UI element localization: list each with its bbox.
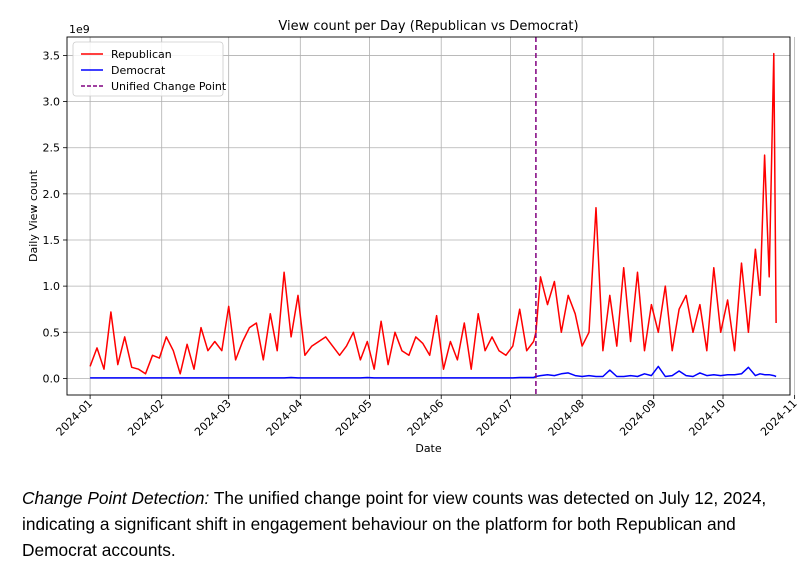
y-tick-label: 2.5 xyxy=(43,142,61,155)
legend-label: Republican xyxy=(111,48,172,61)
y-tick-label: 1.0 xyxy=(43,280,61,293)
y-tick-label: 1.5 xyxy=(43,234,61,247)
x-axis-label: Date xyxy=(415,442,442,455)
grid-lines xyxy=(67,37,796,395)
x-tick-label: 2024-05 xyxy=(333,397,375,439)
x-tick-label: 2024-04 xyxy=(264,397,306,439)
legend-box xyxy=(72,41,224,97)
plot-frame xyxy=(66,36,791,396)
series-line-republican xyxy=(89,52,777,375)
chart-title: View count per Day (Republican vs Democr… xyxy=(278,19,578,34)
x-tick-label: 2024-06 xyxy=(405,397,447,439)
x-tick-label: 2024-03 xyxy=(192,397,234,439)
x-tick-label: 2024-02 xyxy=(125,397,167,439)
caption-lead: Change Point Detection: xyxy=(22,488,210,508)
y-tick-label: 3.5 xyxy=(43,49,61,62)
y-tick-label: 3.0 xyxy=(43,96,61,109)
x-tick-label: 2024-11 xyxy=(758,397,800,439)
x-tick-label: 2024-01 xyxy=(54,397,96,439)
x-tick-label: 2024-09 xyxy=(617,397,659,439)
y-tick-label: 0.5 xyxy=(43,326,61,339)
legend-label: Unified Change Point xyxy=(111,80,227,93)
caption-text: The unified change point for view counts… xyxy=(22,488,767,560)
y-axis-label: Daily View count xyxy=(27,169,40,262)
line-chart: 0.0 0.5 1.0 1.5 2.0 2.5 3.0 3.5 2024-01 2024-02 20… xyxy=(27,19,800,455)
legend-label: Democrat xyxy=(111,64,166,77)
series-line-democrat xyxy=(90,365,777,379)
series-layer xyxy=(89,52,777,379)
x-tick-label: 2024-07 xyxy=(474,397,516,439)
y-tick-label: 2.0 xyxy=(43,188,61,201)
figure-caption: Change Point Detection: The unified chan… xyxy=(22,485,792,563)
axis-ticks: 0.0 0.5 1.0 1.5 2.0 2.5 3.0 3.5 2024-01 2024-02 20… xyxy=(43,49,800,438)
legend: Republican Democrat Unified Change Point xyxy=(72,41,227,97)
x-tick-label: 2024-08 xyxy=(546,397,588,439)
x-tick-label: 2024-10 xyxy=(686,397,728,439)
y-offset-label: 1e9 xyxy=(69,23,90,36)
y-tick-label: 0.0 xyxy=(43,372,61,385)
